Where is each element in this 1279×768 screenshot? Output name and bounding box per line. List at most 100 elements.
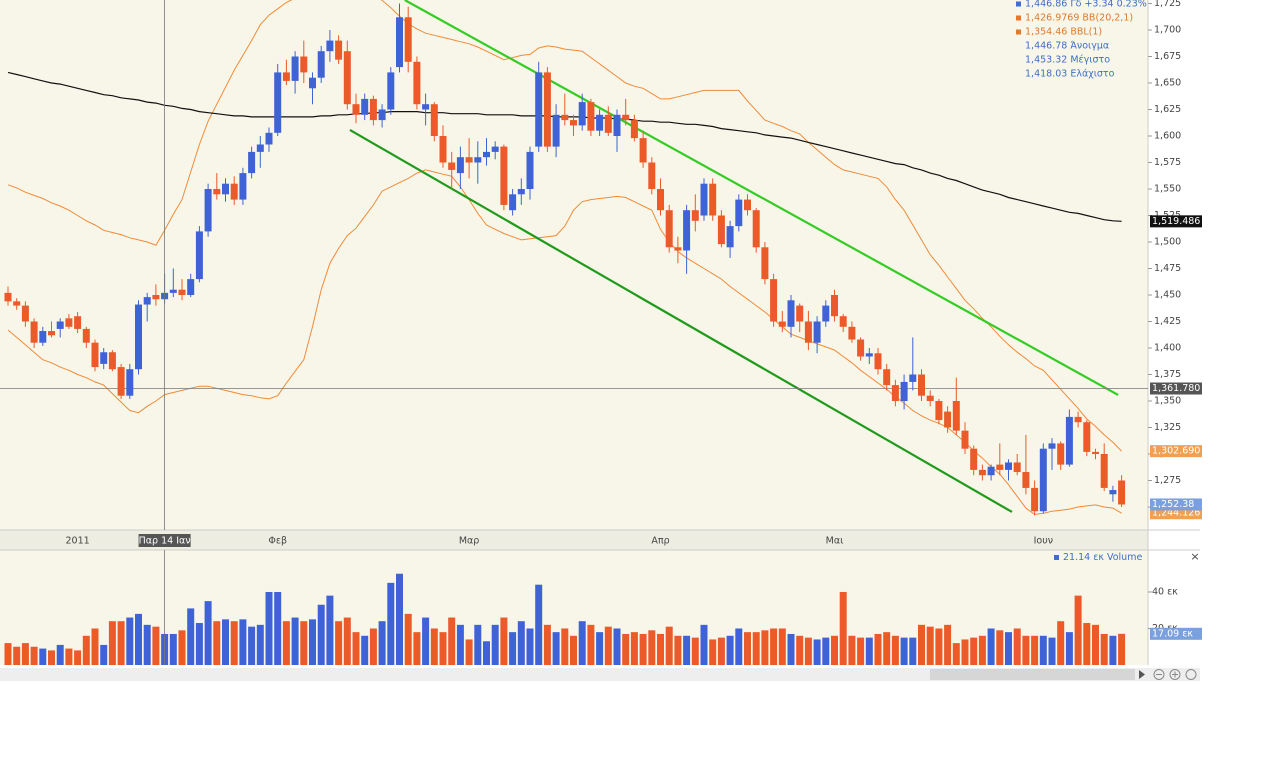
candle-body: [56, 321, 64, 329]
volume-bar: [1057, 621, 1065, 665]
candle-body: [761, 247, 769, 280]
candle-body: [622, 114, 630, 121]
candle-body: [935, 400, 943, 421]
candle-body: [256, 144, 264, 152]
candle-body: [456, 157, 464, 174]
candle-body: [317, 51, 325, 78]
candle-body: [500, 146, 508, 205]
x-tick-label: 2011: [66, 536, 90, 547]
candle-body: [239, 173, 247, 200]
volume-bar: [491, 624, 499, 665]
volume-bar: [804, 637, 812, 665]
candle-body: [630, 120, 638, 139]
candle-body: [387, 72, 395, 110]
candle-body: [509, 194, 517, 211]
candle-body: [596, 114, 604, 131]
volume-bar: [517, 621, 525, 665]
candle-body: [961, 430, 969, 449]
candle-body: [700, 183, 708, 216]
x-tick-label: Παρ 14 Ιαν: [139, 536, 191, 547]
y-tick-label: 1,725: [1154, 0, 1181, 9]
zoom-out[interactable]: [1153, 669, 1165, 680]
scroll-thumb[interactable]: [930, 669, 1135, 680]
candle-body: [648, 162, 656, 189]
volume-bar: [178, 630, 186, 665]
volume-bar: [195, 623, 203, 665]
price-plot: [0, 0, 1148, 516]
volume-bar: [918, 624, 925, 665]
volume-bar: [483, 641, 490, 665]
volume-bar: [970, 637, 978, 665]
candle-body: [883, 369, 891, 386]
candle-body: [465, 157, 473, 163]
volume-bar: [387, 582, 395, 665]
volume-bar: [326, 595, 334, 665]
x-tick-label: Μαι: [826, 536, 844, 547]
volume-bar: [291, 617, 299, 665]
zoom-reset[interactable]: [1185, 669, 1197, 680]
volume-bar: [274, 591, 282, 665]
x-tick-label: Απρ: [651, 536, 669, 547]
legend-text: 1,426.9769 BB(20,2,1): [1025, 13, 1133, 24]
candle-body: [1022, 472, 1030, 488]
candle-body: [578, 102, 586, 126]
y-tick-label: 1,500: [1154, 236, 1181, 247]
volume-bar: [630, 632, 638, 665]
y-tick-label: 1,425: [1154, 316, 1181, 327]
volume-bar: [674, 635, 682, 665]
volume-bar: [857, 637, 865, 665]
candle-body: [21, 305, 29, 322]
candle-body: [787, 300, 795, 327]
volume-bar: [222, 619, 229, 665]
scrollbar[interactable]: [0, 668, 1200, 681]
volume-plot: [4, 573, 1126, 665]
candle-body: [282, 72, 290, 81]
candle-body: [1083, 422, 1091, 452]
candle-body: [587, 102, 595, 131]
candle-body: [430, 104, 438, 136]
scroll-arrow[interactable]: [1139, 670, 1145, 679]
volume-bar: [204, 601, 212, 665]
candle-body: [874, 353, 882, 370]
volume-bar: [317, 604, 325, 665]
candle-body: [683, 210, 691, 251]
candle-body: [796, 305, 804, 322]
volume-bar: [474, 624, 482, 665]
volume-bar: [709, 639, 717, 665]
volume-bar: [309, 619, 316, 665]
volume-bar: [944, 624, 952, 665]
volume-legend: 21.14 εκ Volume: [1063, 552, 1142, 563]
candle-body: [1109, 490, 1117, 495]
volume-bar: [439, 632, 447, 665]
volume-bar: [248, 626, 256, 665]
candle-body: [74, 316, 82, 329]
candle-body: [604, 114, 612, 133]
volume-bar: [100, 644, 108, 665]
volume-bar: [891, 635, 899, 665]
candle-body: [309, 77, 316, 89]
candle-body: [900, 381, 908, 401]
volume-bar: [570, 635, 577, 665]
volume-bar: [770, 628, 778, 665]
last-value-badge-label: 1,302.690: [1152, 446, 1200, 457]
volume-bar: [1039, 635, 1047, 665]
candle-body: [13, 301, 21, 306]
candle-body: [865, 353, 873, 357]
y-tick-label: 1,450: [1154, 289, 1181, 300]
x-axis-strip: [0, 530, 1148, 550]
candle-body: [665, 210, 673, 248]
candle-body: [909, 374, 917, 382]
candle-body: [39, 331, 47, 343]
candle-body: [987, 466, 995, 476]
volume-bar: [691, 637, 699, 665]
volume-bar: [56, 644, 64, 665]
crosshair-x-badge: [138, 534, 191, 547]
y-tick-label: 1,475: [1154, 263, 1181, 274]
zoom-in[interactable]: [1169, 669, 1181, 680]
candle-body: [248, 151, 256, 174]
candle-body: [413, 61, 421, 105]
overlay-line: [7, 169, 1122, 515]
volume-bar: [613, 628, 621, 665]
last-value-badge: [1150, 215, 1202, 228]
close-icon[interactable]: ×: [1190, 550, 1199, 563]
